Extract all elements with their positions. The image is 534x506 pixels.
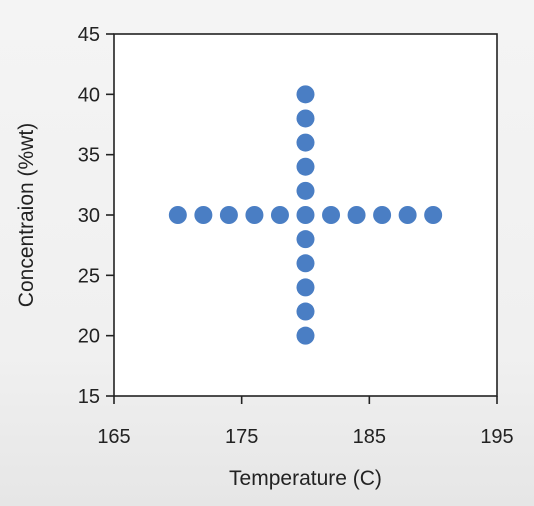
data-point xyxy=(296,278,315,297)
data-point xyxy=(296,85,315,104)
x-tick-label: 165 xyxy=(97,426,130,448)
data-point xyxy=(296,181,315,200)
data-point xyxy=(296,230,315,249)
data-point xyxy=(373,206,392,224)
data-point xyxy=(296,326,315,345)
data-point xyxy=(270,206,289,224)
data-point xyxy=(296,254,315,273)
data-point xyxy=(322,206,341,224)
data-series xyxy=(168,85,443,345)
data-point xyxy=(168,206,187,224)
y-axis: 15 20 25 30 35 40 45 xyxy=(78,24,114,408)
y-tick-label: 45 xyxy=(78,24,100,46)
data-point xyxy=(194,206,213,224)
data-point xyxy=(245,206,264,224)
data-point xyxy=(296,133,315,152)
y-tick-label: 35 xyxy=(78,145,100,167)
y-tick-label: 40 xyxy=(78,84,100,106)
data-point xyxy=(296,206,315,224)
x-axis: 165 175 185 195 xyxy=(97,396,514,448)
data-point xyxy=(296,302,315,321)
y-tick-label: 15 xyxy=(78,386,100,408)
x-tick-label: 195 xyxy=(480,426,513,448)
data-point xyxy=(347,206,366,224)
x-tick-label: 175 xyxy=(225,426,258,448)
y-tick-label: 20 xyxy=(78,326,100,348)
data-point xyxy=(219,206,238,224)
data-point xyxy=(296,157,315,176)
y-tick-label: 25 xyxy=(78,265,100,287)
data-point xyxy=(296,109,315,128)
x-tick-label: 185 xyxy=(353,426,386,448)
x-axis-title: Temperature (C) xyxy=(229,467,382,490)
data-point xyxy=(398,206,417,224)
y-tick-label: 30 xyxy=(78,205,100,227)
y-axis-title: Concentraion (%wt) xyxy=(15,123,38,307)
data-point xyxy=(424,206,443,224)
